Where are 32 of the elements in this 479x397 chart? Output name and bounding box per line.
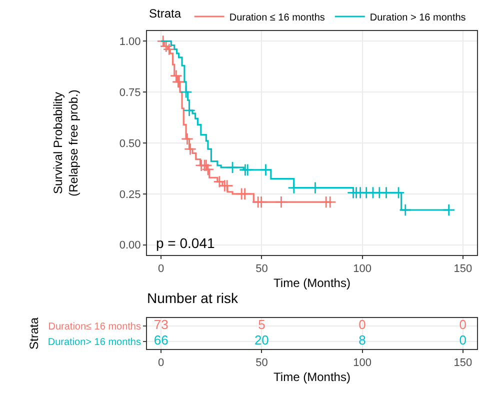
data-label: 73 [154, 317, 168, 332]
y-tick-label: 0.25 [119, 188, 141, 201]
x-tick-label: 50 [256, 263, 268, 276]
y-tick-label: 1.00 [119, 36, 141, 48]
x-tick-label: 150 [454, 263, 472, 276]
x-tick-label: 100 [353, 263, 372, 276]
x-tick-label: 100 [353, 357, 372, 370]
y-axis-title: Survival Probability (Relapse free prob.) [51, 90, 81, 196]
chart-title: Number at risk [147, 290, 240, 306]
annotation: p = 0.041 [156, 235, 215, 251]
x-tick-label: 0 [158, 357, 164, 370]
data-label: 66 [154, 332, 168, 348]
legend-label: Duration ≤ 16 months [229, 12, 325, 24]
x-axis-title: Time (Months) [274, 276, 350, 290]
x-tick-label: 150 [454, 357, 472, 370]
data-label: 8 [358, 332, 366, 348]
x-tick-label: 50 [256, 357, 268, 370]
data-label: 5 [258, 317, 266, 332]
data-label: 20 [254, 332, 269, 348]
y-tick-label: 0.75 [119, 86, 141, 99]
data-label: 0 [358, 317, 366, 332]
data-label: 0 [459, 317, 467, 332]
y-axis-title: Strata [27, 317, 42, 350]
y-tick-label: Duration≤ 16 months [48, 321, 141, 332]
legend-label: Duration > 16 months [370, 12, 466, 24]
y-tick-label: 0.50 [119, 138, 141, 150]
x-tick-label: 0 [158, 263, 164, 276]
legend-title: Strata [149, 6, 182, 21]
y-tick-label: Duration> 16 months [48, 336, 141, 348]
x-axis-title: Time (Months) [274, 370, 350, 384]
y-tick-label: 0.00 [119, 240, 141, 252]
data-label: 0 [459, 332, 467, 348]
